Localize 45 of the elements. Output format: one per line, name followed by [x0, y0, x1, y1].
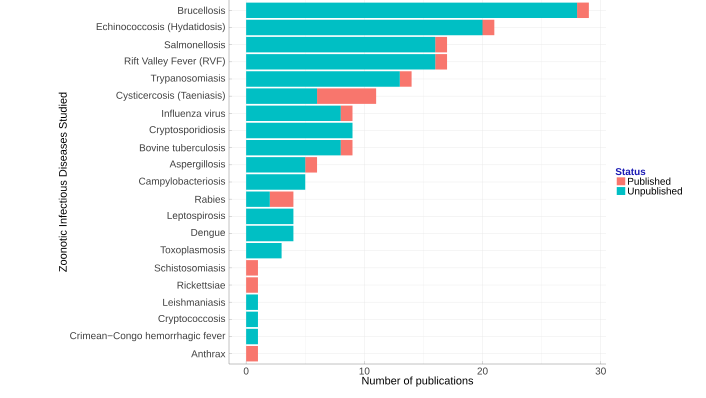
y-tick-label: Schistosomiasis	[154, 264, 226, 272]
y-tick-label: Aspergillosis	[170, 160, 226, 170]
legend-title: Status	[616, 168, 646, 176]
bar	[246, 260, 258, 276]
y-tick-label: Toxoplasmosis	[160, 246, 226, 256]
y-tick-label: Trypanosomiasis	[150, 74, 226, 84]
bar	[246, 71, 400, 87]
y-tick-label: Campylobacteriosis	[139, 177, 226, 187]
bar	[482, 20, 494, 36]
y-tick-label: Rickettsiae	[178, 281, 226, 289]
y-tick-label: Influenza virus	[162, 110, 226, 117]
y-tick-label: Cryptococcosis	[158, 314, 226, 324]
x-tick-label: 0	[244, 368, 249, 375]
y-axis-title: Zoonotic Infectious Diseases Studied	[58, 92, 67, 272]
bar	[246, 277, 258, 293]
y-tick-label: Crimean−Congo hemorrhagic fever	[70, 332, 226, 342]
bar	[246, 242, 282, 258]
bar	[246, 174, 306, 190]
y-tick-label: Rabies	[195, 196, 226, 203]
y-tick-label: Cysticercosis (Taeniasis)	[116, 92, 225, 101]
y-tick-label: Echinococcosis (Hydatidosis)	[96, 22, 225, 32]
y-tick-label: Salmonellosis	[164, 40, 226, 48]
y-tick-label: Cryptosporidiosis	[150, 126, 226, 136]
y-tick-label: Leptospirosis	[168, 212, 226, 221]
y-tick-label: Leishmaniasis	[163, 298, 226, 306]
bar	[246, 122, 353, 138]
y-tick-label: Rift Valley Fever (RVF)	[124, 57, 225, 66]
y-tick-label: Dengue	[191, 229, 226, 238]
x-axis-title: Number of publications	[362, 376, 474, 387]
bar	[246, 328, 258, 344]
y-tick-label: Brucellosis	[178, 6, 226, 14]
bar	[246, 346, 258, 362]
bar	[246, 226, 294, 242]
x-tick-label: 10	[360, 368, 370, 375]
y-tick-label: Anthrax	[191, 350, 226, 358]
bar	[270, 191, 294, 207]
bar	[577, 2, 589, 18]
x-tick-label: 30	[596, 368, 606, 375]
y-tick-label: Bovine tuberculosis	[140, 144, 226, 152]
legend-label: Published	[628, 178, 670, 185]
legend-label: Unpublished	[628, 187, 682, 197]
bar	[400, 71, 412, 87]
bar	[340, 140, 353, 156]
x-tick-label: 20	[477, 368, 488, 375]
bar	[305, 157, 318, 173]
